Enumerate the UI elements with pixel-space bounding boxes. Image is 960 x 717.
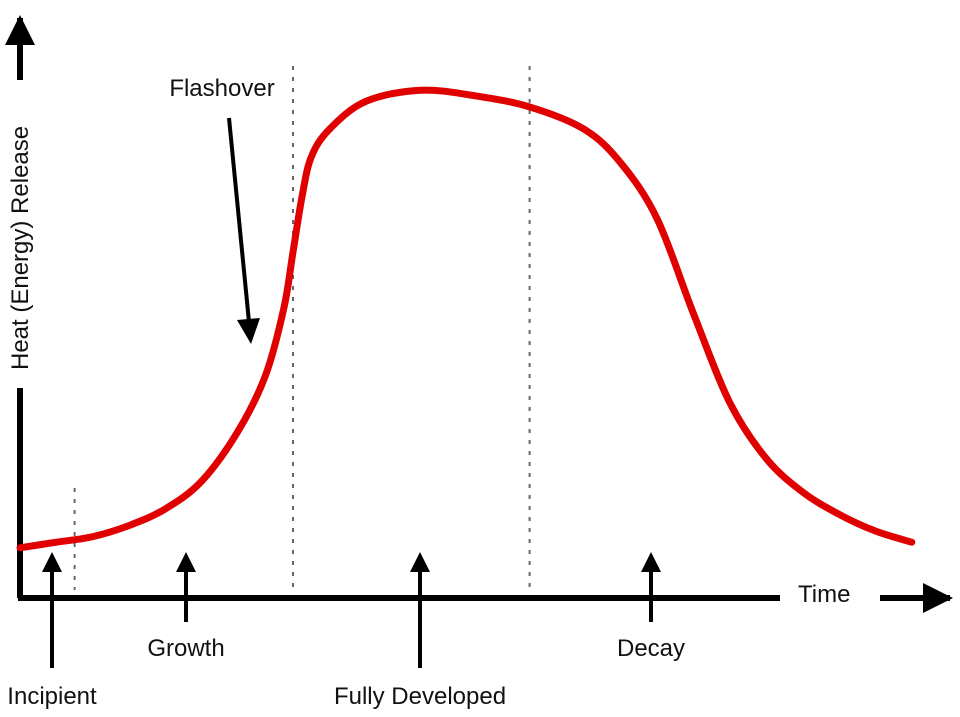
phase-dividers	[73, 66, 531, 590]
x-axis-label: Time	[798, 581, 850, 608]
flashover-arrow-shaft	[227, 117, 251, 323]
flashover-arrow-head	[237, 318, 260, 344]
growth-arrow-head	[176, 552, 196, 572]
fully-developed-arrow-head	[410, 552, 430, 572]
flashover-label: Flashover	[169, 75, 274, 102]
fully-developed-label: Fully Developed	[334, 683, 506, 710]
incipient-arrow-head	[42, 552, 62, 572]
series-group	[16, 86, 916, 552]
y-axis-label: Heat (Energy) Release	[7, 126, 34, 370]
heat-release-curve	[16, 86, 916, 552]
decay-arrow-head	[641, 552, 661, 572]
phase-annotations: Flashover Incipient Growth Fully Developed D…	[7, 75, 685, 710]
incipient-label: Incipient	[7, 683, 97, 710]
growth-label: Growth	[147, 635, 224, 662]
decay-label: Decay	[617, 635, 685, 662]
